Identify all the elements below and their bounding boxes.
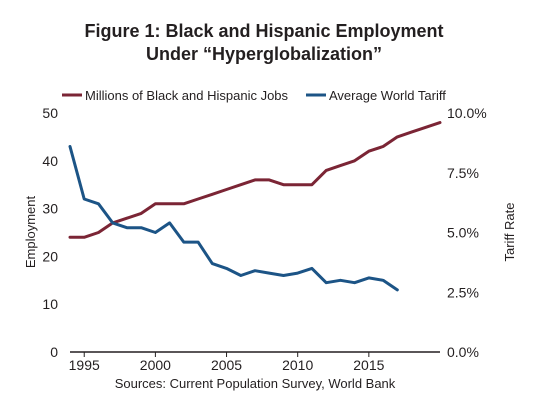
y-axis-right-ticks: 0.0% 2.5% 5.0% 7.5% 10.0% [447, 105, 487, 360]
y-left-tick-label: 0 [50, 344, 58, 360]
x-axis-ticks: 1995 2000 2005 2010 2015 [69, 352, 385, 373]
y-left-tick-label: 50 [42, 105, 58, 121]
y-left-tick-label: 10 [42, 296, 58, 312]
x-tick-label: 2015 [353, 357, 384, 373]
chart-title-line2: Under “Hyperglobalization” [146, 44, 382, 64]
x-tick-label: 2005 [211, 357, 242, 373]
y-left-tick-label: 30 [42, 201, 58, 217]
x-tick-label: 2000 [140, 357, 171, 373]
y-axis-left-label: Employment [23, 195, 38, 268]
y-right-tick-label: 0.0% [447, 344, 479, 360]
x-tick-label: 2010 [282, 357, 313, 373]
legend-label-tariff: Average World Tariff [329, 88, 446, 103]
series-line-jobs [68, 121, 442, 239]
y-left-tick-label: 40 [42, 153, 58, 169]
source-note: Sources: Current Population Survey, Worl… [115, 376, 396, 391]
legend: Millions of Black and Hispanic Jobs Aver… [62, 88, 446, 103]
legend-label-jobs: Millions of Black and Hispanic Jobs [85, 88, 289, 103]
x-tick-label: 1995 [69, 357, 100, 373]
y-axis-left-ticks: 0 10 20 30 40 50 [42, 105, 58, 360]
y-right-tick-label: 10.0% [447, 105, 487, 121]
chart-series [68, 121, 442, 292]
y-right-tick-label: 7.5% [447, 165, 479, 181]
y-left-tick-label: 20 [42, 248, 58, 264]
series-line-tariff [68, 145, 399, 292]
y-right-tick-label: 5.0% [447, 225, 479, 241]
chart-title-line1: Figure 1: Black and Hispanic Employment [84, 21, 443, 41]
y-axis-right-label: Tariff Rate [502, 202, 517, 261]
y-right-tick-label: 2.5% [447, 284, 479, 300]
